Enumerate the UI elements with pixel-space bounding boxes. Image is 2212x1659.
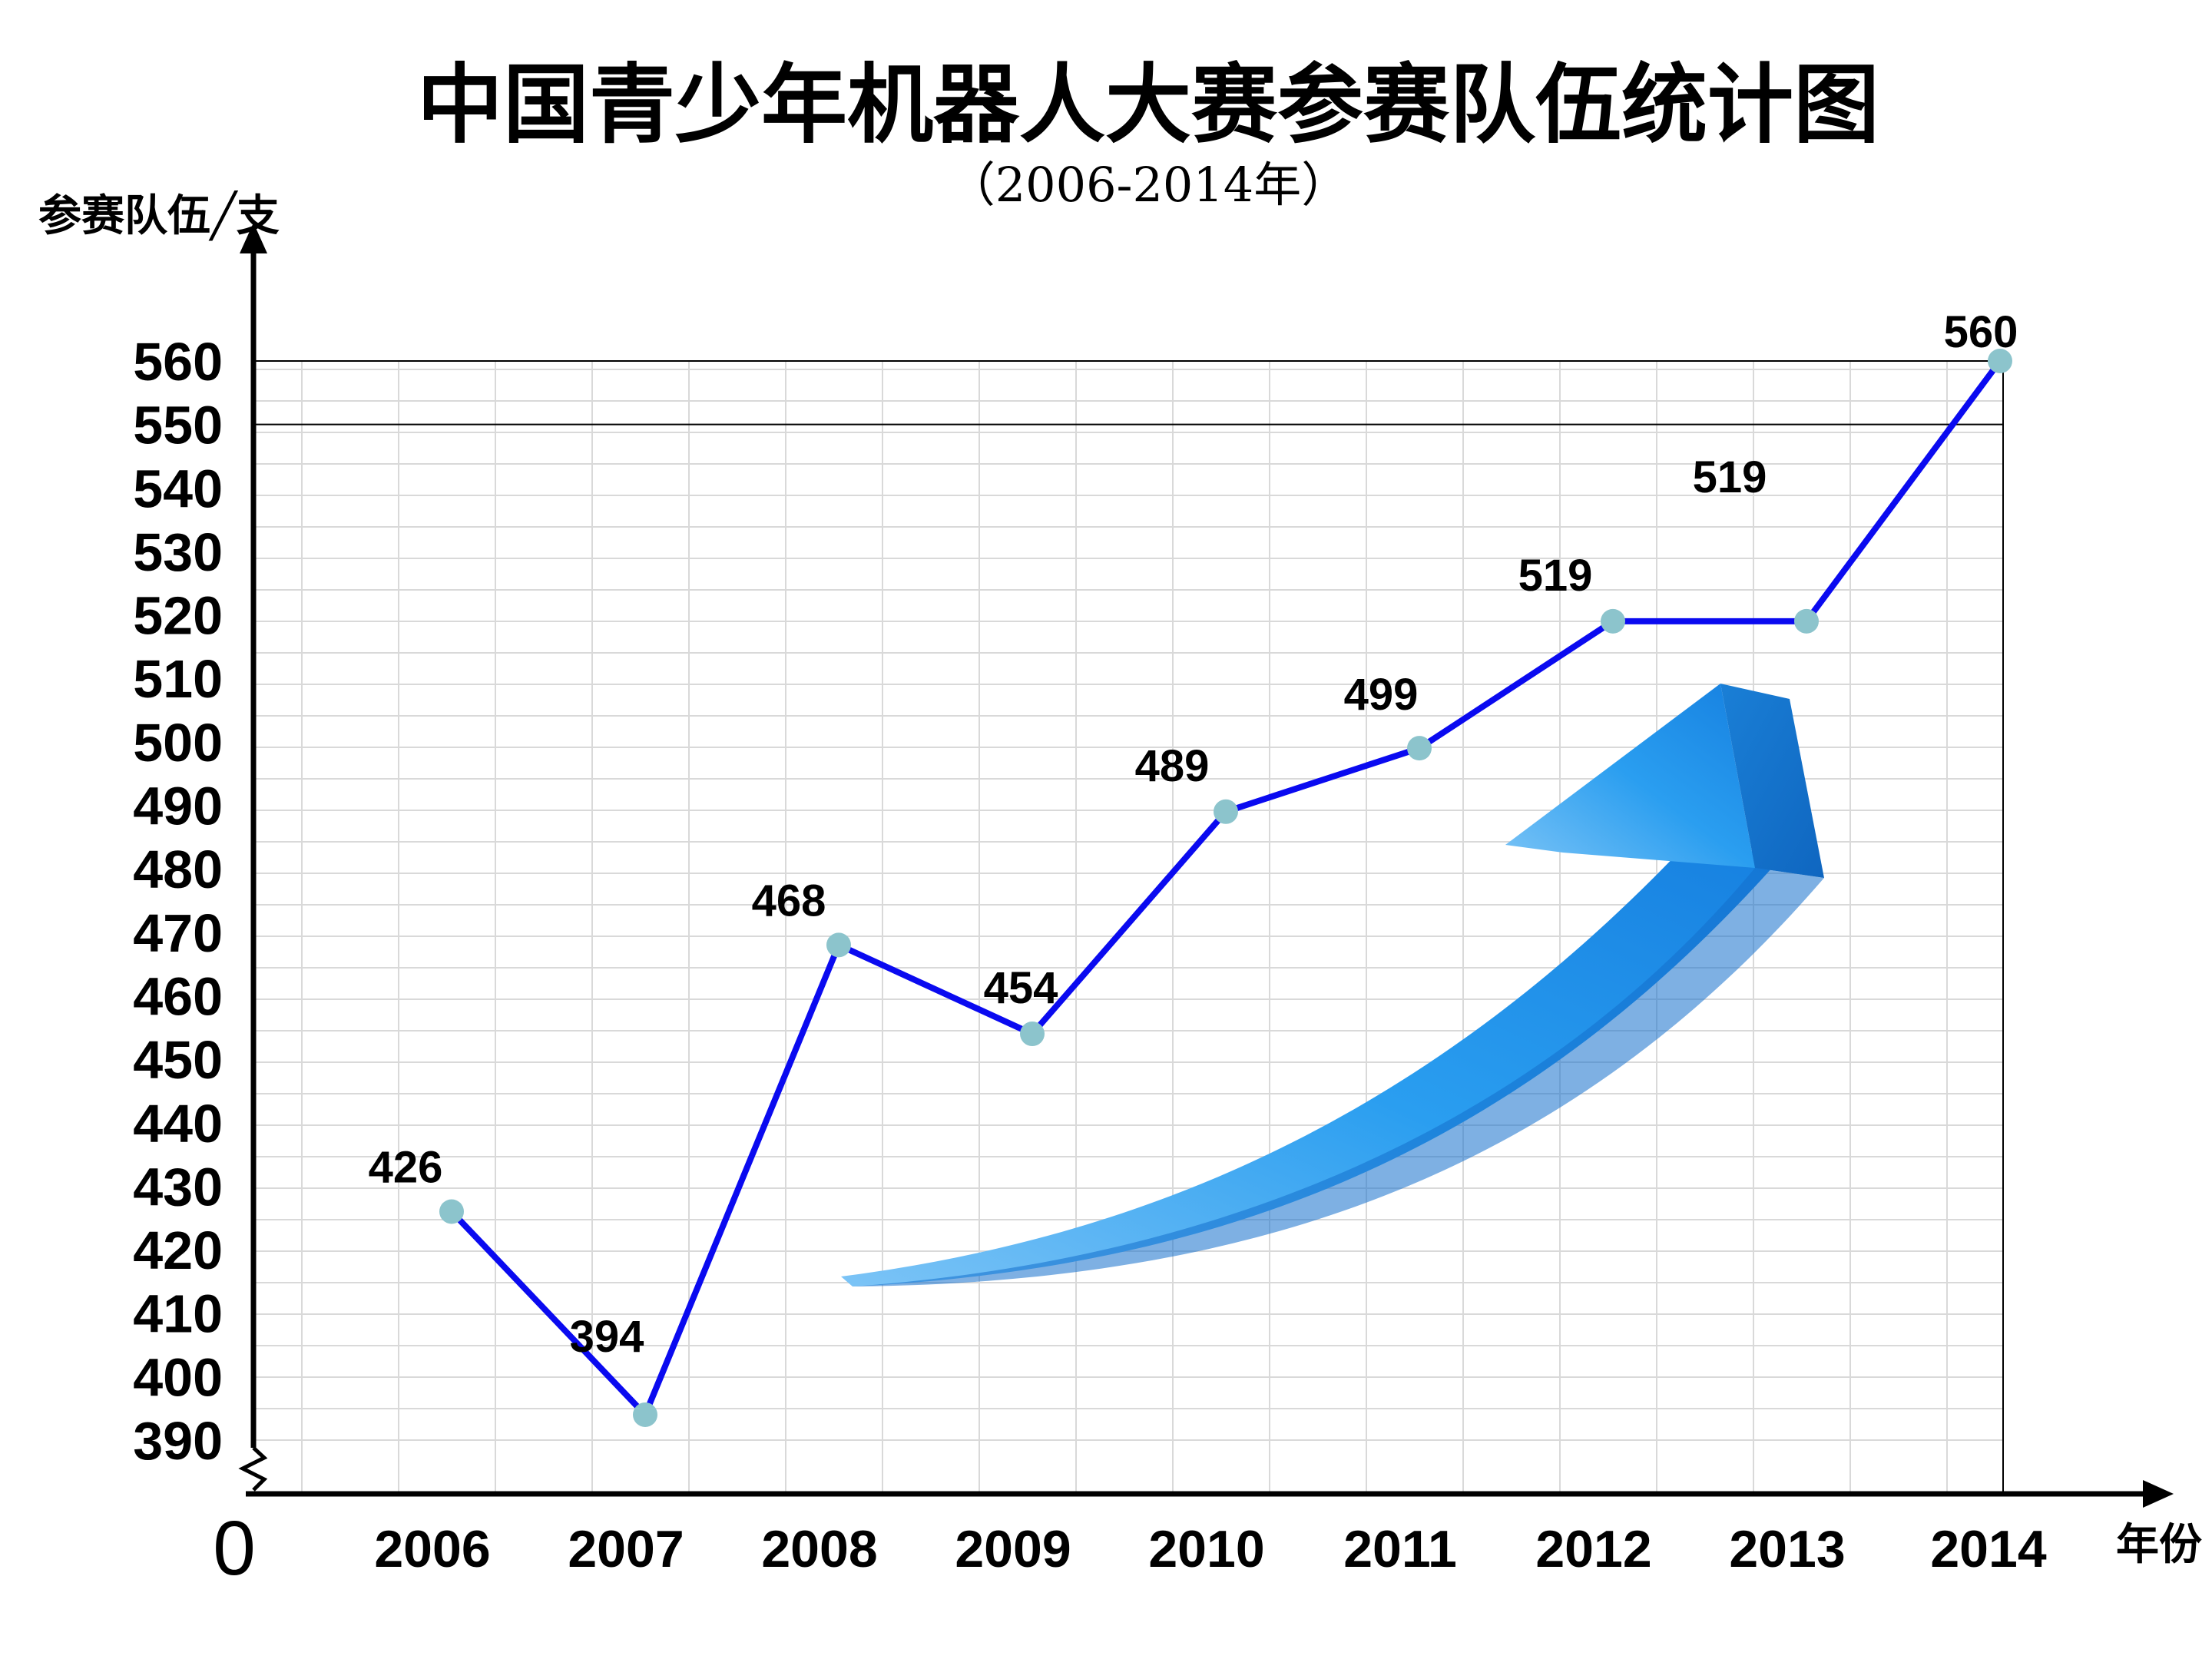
data-point [1794,608,1819,634]
axes [238,223,2174,1508]
data-point [1407,736,1432,761]
y-ticks: 3904004104204304404504604704804905005105… [133,332,223,1471]
y-tick-label: 460 [133,966,223,1026]
y-tick-label: 390 [133,1411,223,1471]
x-axis-title: 年份 [2116,1519,2202,1570]
x-tick-label: 2011 [1343,1520,1457,1578]
x-tick-label: 2012 [1535,1520,1651,1578]
x-axis-arrowhead [2143,1480,2174,1508]
data-point [1020,1022,1045,1047]
y-tick-label: 560 [133,332,223,392]
data-labels: 426 394 468 454 489 499 519 519 560 [369,307,2018,1362]
data-point [1214,799,1238,824]
y-tick-label: 430 [133,1157,223,1217]
data-label: 426 [369,1142,443,1192]
x-tick-label: 2008 [761,1520,877,1578]
data-label: 489 [1135,741,1210,791]
data-label: 519 [1693,452,1767,502]
data-label: 560 [1944,307,2018,357]
origin-label: 0 [213,1505,256,1591]
y-tick-label: 510 [133,649,223,709]
y-axis-title: 参赛队伍╱支 [38,190,280,241]
chart-title: 中国青少年机器人大赛参赛队伍统计图 [417,55,1879,155]
y-axis-arrowhead [240,223,267,253]
arrow-head-side [1720,684,1824,878]
y-tick-label: 410 [133,1284,223,1344]
data-point [826,932,851,958]
arrow-shaft [841,849,1786,1286]
data-point [633,1402,657,1427]
data-label: 499 [1344,670,1419,720]
arrow-head [1505,684,1755,868]
data-label: 394 [570,1312,644,1362]
arrow-shaft-side [853,868,1824,1286]
x-tick-label: 2013 [1729,1520,1845,1578]
data-point [439,1199,464,1224]
x-tick-label: 2009 [955,1520,1071,1578]
y-tick-label: 530 [133,522,223,582]
data-point [1601,608,1625,634]
data-points [439,349,2012,1427]
y-tick-label: 470 [133,903,223,963]
y-axis-break [238,1446,268,1492]
y-tick-label: 400 [133,1347,223,1407]
y-tick-label: 440 [133,1094,223,1154]
y-tick-label: 550 [133,396,223,455]
x-tick-label: 2006 [374,1520,490,1578]
x-tick-label: 2014 [1930,1520,2046,1578]
y-tick-label: 420 [133,1220,223,1280]
trend-arrow-icon [841,684,1824,1286]
y-tick-label: 500 [133,713,223,773]
data-point [1988,349,2012,373]
y-tick-label: 540 [133,459,223,518]
x-ticks: 2006 2007 2008 2009 2010 2011 2012 2013 2014 [374,1520,2046,1578]
y-tick-label: 490 [133,777,223,836]
chart-subtitle: （2006-2014年） [948,157,1349,213]
y-tick-label: 480 [133,839,223,899]
data-label: 519 [1518,551,1593,601]
data-label: 454 [984,963,1058,1013]
x-tick-label: 2007 [568,1520,684,1578]
data-label: 468 [752,876,826,926]
y-tick-label: 520 [133,586,223,646]
x-tick-label: 2010 [1148,1520,1264,1578]
y-tick-label: 450 [133,1030,223,1090]
